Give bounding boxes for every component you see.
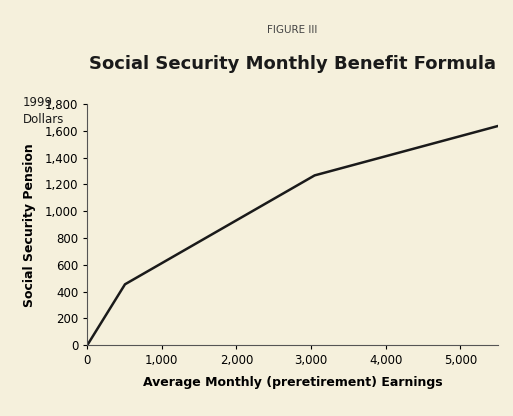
X-axis label: Average Monthly (preretirement) Earnings: Average Monthly (preretirement) Earnings xyxy=(143,376,442,389)
Text: Social Security Monthly Benefit Formula: Social Security Monthly Benefit Formula xyxy=(89,55,496,73)
Text: FIGURE III: FIGURE III xyxy=(267,25,318,35)
Y-axis label: Social Security Pension: Social Security Pension xyxy=(24,143,36,307)
Text: 1999
Dollars: 1999 Dollars xyxy=(23,96,65,126)
